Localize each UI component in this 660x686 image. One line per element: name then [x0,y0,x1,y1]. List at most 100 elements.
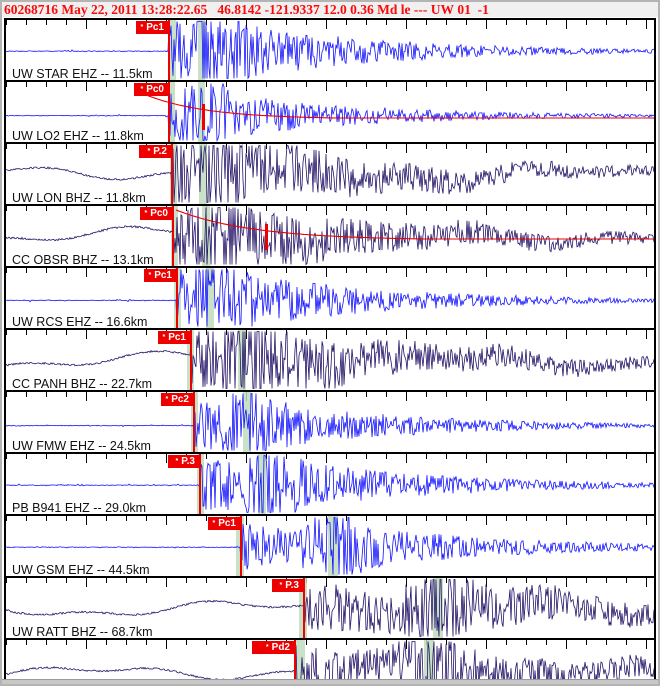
axis-tick [186,268,187,273]
trace-panel-lon[interactable]: * P.2 UW LON BHZ -- 11.8km [4,142,656,204]
axis-tick [266,268,267,273]
horizontal-scrollbar[interactable] [2,679,658,684]
phase-pick-label[interactable]: * Pc1 [144,269,176,282]
time-axis-ticks [6,454,654,463]
axis-tick [406,454,407,463]
trace-panel-gsm[interactable]: * Pc1 UW GSM EHZ -- 44.5km [4,514,656,576]
phase-window-band [202,206,210,266]
axis-tick [226,330,227,335]
axis-tick [66,144,67,149]
phase-pick-label[interactable]: * Pc1 [136,21,168,34]
axis-tick [66,516,67,521]
axis-tick [606,20,607,25]
trace-panel-obsr[interactable]: * Pc0 CC OBSR BHZ -- 13.1km [4,204,656,266]
pick-star-icon: * [212,520,216,527]
axis-tick [306,144,307,149]
axis-tick [146,640,147,645]
axis-tick [6,330,7,335]
trace-panel-ratt[interactable]: * P.3 UW RATT BHZ -- 68.7km [4,576,656,638]
axis-tick [426,268,427,273]
axis-tick [346,82,347,87]
axis-tick [6,640,7,645]
axis-tick [646,20,647,29]
phase-pick-line[interactable] [168,20,170,80]
axis-tick [626,640,627,645]
trace-panel-rcs[interactable]: * Pc1 UW RCS EHZ -- 16.6km [4,266,656,328]
axis-tick [26,454,27,459]
phase-pick-label[interactable]: * P.3 [168,455,199,468]
axis-tick [426,392,427,397]
coda-duration-marker[interactable] [265,224,268,250]
phase-pick-label[interactable]: * P.3 [272,579,303,592]
axis-tick [566,82,567,91]
axis-tick [266,206,267,211]
axis-tick [106,268,107,273]
axis-tick [306,206,307,211]
axis-tick [566,144,567,153]
axis-tick [646,392,647,401]
phase-pick-line[interactable] [190,330,192,390]
phase-pick-label[interactable]: * Pc0 [140,207,172,220]
axis-tick [186,516,187,521]
axis-tick [66,392,67,397]
axis-tick [526,144,527,149]
trace-panel-fmw[interactable]: * Pc2 UW FMW EHZ -- 24.5km [4,390,656,452]
axis-tick [286,20,287,25]
phase-pick-label[interactable]: * Pc1 [208,517,240,530]
axis-tick [6,454,7,459]
phase-pick-label[interactable]: * Pc0 [134,83,168,96]
phase-pick-line[interactable] [303,578,305,638]
phase-pick-line[interactable] [176,268,178,328]
phase-pick-label[interactable]: * Pc2 [161,393,193,406]
axis-tick [66,330,67,335]
axis-tick [26,640,27,645]
axis-tick [526,268,527,273]
axis-tick [46,392,47,397]
axis-tick [326,330,327,339]
axis-tick [286,206,287,211]
phase-pick-label[interactable]: * P.2 [139,145,171,158]
phase-pick-label[interactable]: * Pd2 [252,641,294,654]
axis-tick [306,268,307,273]
axis-tick [586,20,587,25]
trace-panel-list[interactable]: * Pc1 UW STAR EHZ -- 11.5km * Pc0 UW LO2 EHZ … [4,18,656,684]
pick-phase-text: Pd2 [271,642,290,653]
station-channel-label: UW RATT BHZ -- 68.7km [12,625,153,638]
axis-tick [526,454,527,459]
phase-pick-line[interactable] [171,144,173,204]
phase-pick-line[interactable] [193,392,195,452]
phase-pick-line[interactable] [199,454,201,514]
pick-phase-text: Pc1 [218,518,236,529]
axis-tick [606,516,607,521]
coda-duration-marker[interactable] [202,104,205,130]
phase-pick-label[interactable]: * Pc1 [158,331,190,344]
axis-tick [126,330,127,335]
axis-tick [506,144,507,149]
phase-pick-line[interactable] [168,82,170,142]
trace-panel-star[interactable]: * Pc1 UW STAR EHZ -- 11.5km [4,18,656,80]
trace-panel-panh[interactable]: * Pc1 CC PANH BHZ -- 22.7km [4,328,656,390]
trace-panel-b941[interactable]: * P.3 PB B941 EHZ -- 29.0km [4,452,656,514]
axis-tick [126,144,127,149]
axis-tick [326,578,327,587]
phase-window-band [198,82,205,142]
axis-tick [506,206,507,211]
axis-tick [46,516,47,521]
phase-pick-line[interactable] [240,516,242,576]
waveform-trace [6,207,654,266]
axis-tick [486,206,487,215]
axis-tick [286,268,287,273]
axis-tick [646,144,647,153]
phase-pick-line[interactable] [172,206,174,266]
axis-tick [646,640,647,649]
axis-tick [6,206,7,211]
trace-panel-lo2[interactable]: * Pc0 UW LO2 EHZ -- 11.8km [4,80,656,142]
axis-tick [306,392,307,397]
phase-window-band [206,268,214,328]
axis-tick [26,268,27,273]
trace-panel-valt[interactable]: *Pd2CC VALT BHZ -- 69.5km [4,638,656,684]
axis-tick [626,82,627,87]
pick-star-icon: * [144,210,148,217]
phase-pick-line[interactable] [294,640,296,684]
axis-tick [226,20,227,25]
